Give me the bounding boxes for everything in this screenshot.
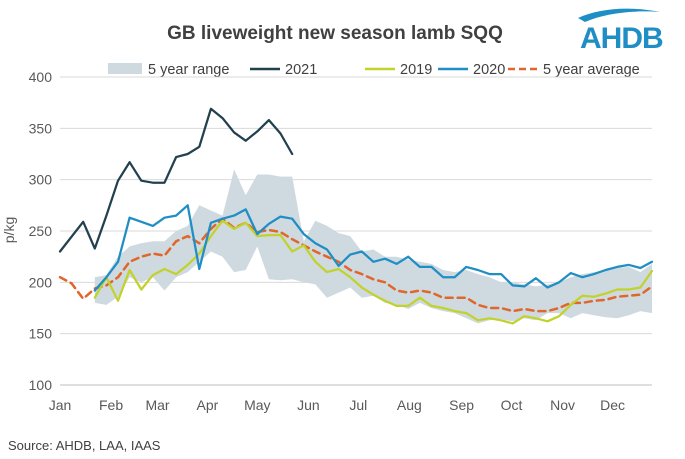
- legend-label-5-year-average: 5 year average: [543, 62, 640, 78]
- legend-label-5-year-range: 5 year range: [148, 62, 229, 78]
- y-axis-label: p/kg: [1, 217, 17, 243]
- legend-swatch-5-year-range: [108, 63, 142, 74]
- y-tick-label-400: 400: [29, 69, 53, 85]
- logo-swoosh-icon: [578, 8, 660, 22]
- legend-label-2020: 2020: [473, 62, 505, 78]
- x-tick-label-oct: Oct: [501, 397, 523, 413]
- chart-title: GB liveweight new season lamb SQQ: [167, 23, 503, 44]
- x-tick-label-jan: Jan: [49, 397, 72, 413]
- series-line-2021: [58, 107, 294, 253]
- y-tick-label-150: 150: [29, 326, 53, 342]
- logo-text: AHDB: [580, 22, 663, 55]
- y-tick-label-350: 350: [29, 120, 53, 136]
- series-line-2019: [93, 219, 654, 325]
- x-axis: Jan Feb Mar Apr May Jun Jul Aug Sep Oct Nov Dec: [49, 384, 652, 413]
- plot-area: [58, 107, 654, 325]
- legend: 5 year range 2021 2019 2020 5 year average: [108, 62, 640, 78]
- source-note: Source: AHDB, LAA, IAAS: [8, 438, 161, 453]
- x-tick-label-feb: Feb: [99, 397, 123, 413]
- legend-label-2019: 2019: [400, 62, 432, 78]
- series-5-year-range-band: [94, 169, 653, 324]
- x-tick-label-apr: Apr: [197, 397, 219, 413]
- y-tick-label-200: 200: [29, 274, 53, 290]
- series-line-2020: [93, 204, 654, 292]
- legend-label-2021: 2021: [285, 62, 317, 78]
- x-tick-label-nov: Nov: [550, 397, 575, 413]
- x-tick-label-jul: Jul: [349, 397, 367, 413]
- ahdb-logo: AHDB: [578, 8, 664, 55]
- y-tick-label-100: 100: [29, 377, 53, 393]
- x-tick-label-mar: Mar: [145, 397, 169, 413]
- y-tick-label-300: 300: [29, 172, 53, 188]
- x-tick-label-jun: Jun: [297, 397, 320, 413]
- x-tick-label-aug: Aug: [397, 397, 422, 413]
- y-tick-label-250: 250: [29, 223, 53, 239]
- x-tick-label-may: May: [244, 397, 270, 413]
- y-axis: 100 150 200 250 300 350 400: [29, 69, 53, 393]
- x-tick-label-dec: Dec: [600, 397, 625, 413]
- x-tick-label-sep: Sep: [449, 397, 474, 413]
- series-line-5-year-average: [58, 217, 654, 313]
